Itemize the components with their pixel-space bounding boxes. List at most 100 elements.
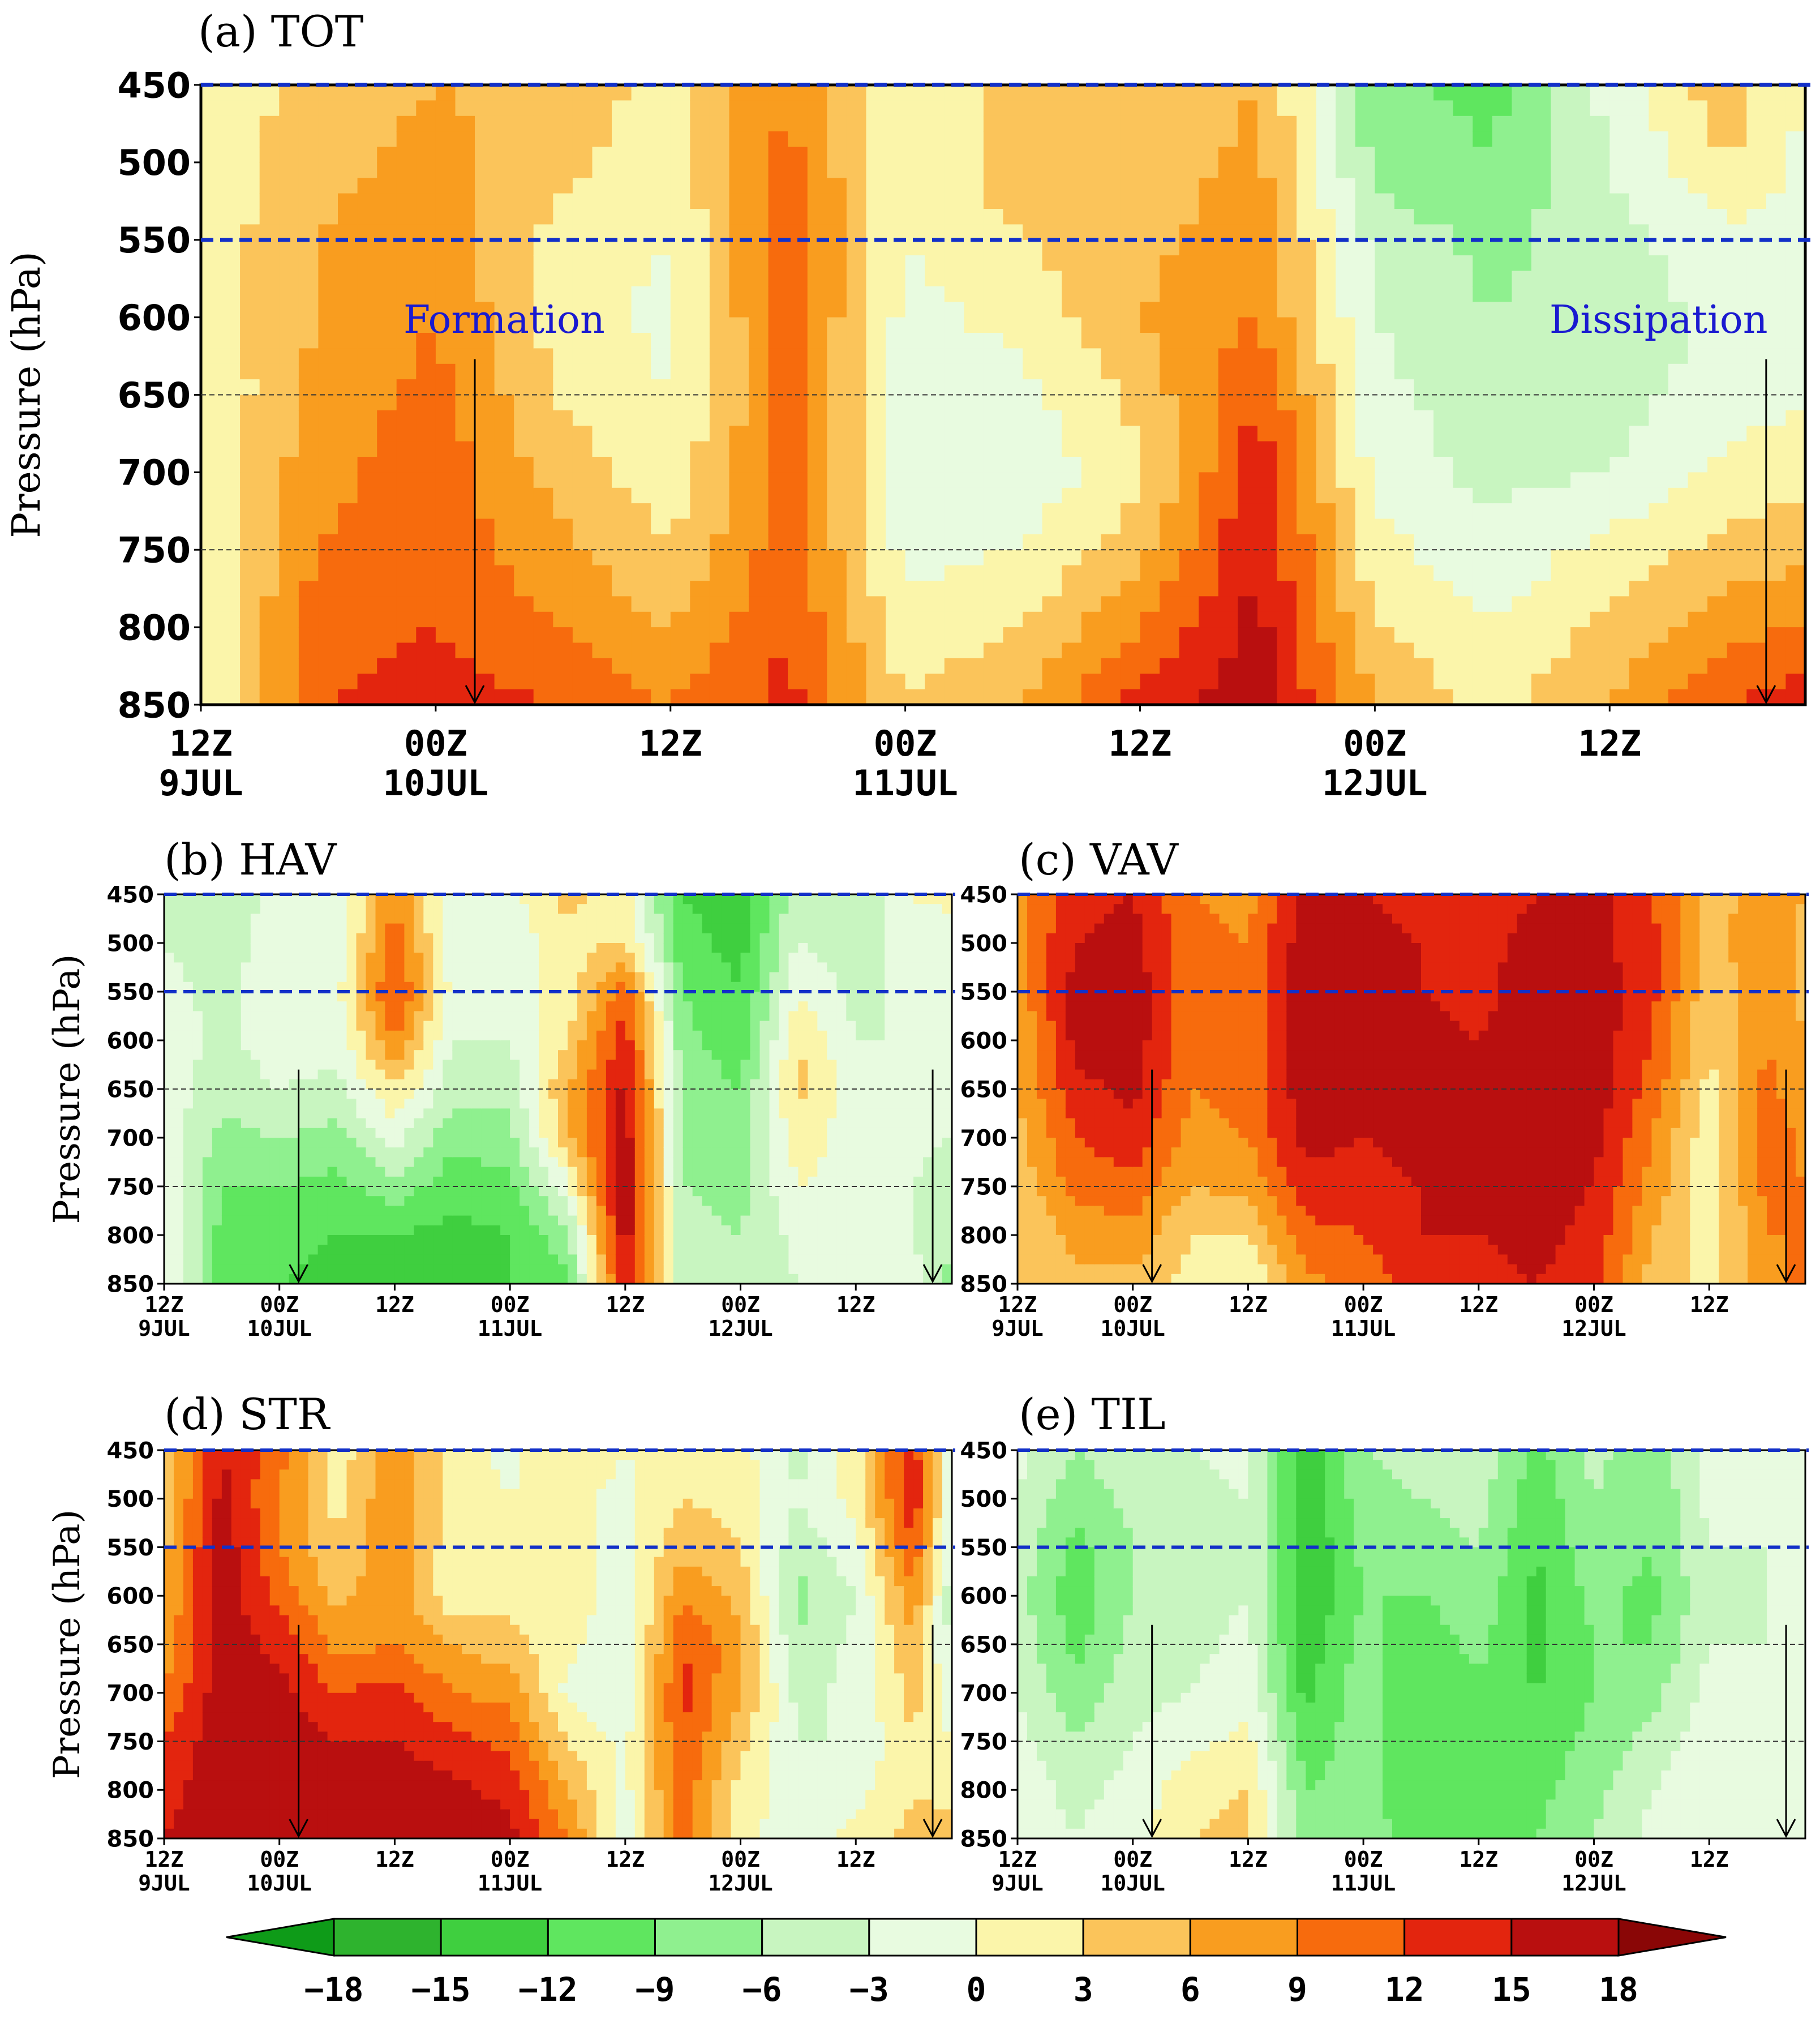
heatmap-cell	[222, 933, 232, 944]
heatmap-cell	[452, 914, 462, 924]
heatmap-cell	[866, 302, 886, 318]
heatmap-cell	[690, 364, 710, 380]
heatmap-cell	[1297, 457, 1316, 473]
heatmap-cell	[328, 1225, 338, 1236]
heatmap-cell	[529, 1138, 539, 1148]
heatmap-cell	[1336, 503, 1355, 519]
heatmap-cell	[1668, 596, 1688, 612]
heatmap-cell	[251, 962, 261, 972]
heatmap-cell	[945, 162, 964, 178]
heatmap-cell	[1707, 674, 1727, 689]
heatmap-cell	[1003, 333, 1023, 349]
heatmap-cell	[1473, 271, 1492, 287]
heatmap-cell	[366, 1235, 376, 1245]
heatmap-cell	[436, 441, 456, 457]
heatmap-cell	[1081, 534, 1101, 550]
panels: (a) TOT450500550600650700750800850Pressu…	[5, 6, 1811, 1896]
heatmap-cell	[433, 1108, 443, 1118]
heatmap-cell	[443, 1031, 453, 1041]
heatmap-cell	[299, 658, 319, 674]
heatmap-cell	[376, 1060, 386, 1070]
heatmap-cell	[299, 302, 319, 318]
heatmap-cell	[183, 1186, 194, 1197]
heatmap-cell	[164, 972, 174, 983]
heatmap-cell	[1746, 503, 1766, 519]
heatmap-cell	[1414, 596, 1434, 612]
heatmap-cell	[358, 410, 377, 426]
heatmap-cell	[423, 1021, 433, 1031]
heatmap-cell	[475, 395, 495, 411]
heatmap-cell	[1531, 519, 1551, 535]
heatmap-cell	[394, 1167, 405, 1177]
heatmap-cell	[414, 1079, 424, 1090]
heatmap-cell	[553, 116, 573, 132]
heatmap-cell	[729, 519, 749, 535]
heatmap-cell	[452, 1050, 462, 1060]
heatmap-cell	[788, 457, 808, 473]
heatmap-cell	[632, 131, 651, 147]
heatmap-cell	[1629, 255, 1649, 271]
heatmap-cell	[847, 457, 866, 473]
heatmap-cell	[462, 933, 472, 944]
heatmap-cell	[1316, 286, 1336, 302]
heatmap-cell	[905, 178, 925, 194]
heatmap-cell	[1199, 131, 1218, 147]
heatmap-cell	[539, 1089, 549, 1099]
heatmap-cell	[1590, 457, 1610, 473]
heatmap-cell	[1668, 472, 1688, 488]
heatmap-cell	[1609, 534, 1629, 550]
heatmap-cell	[394, 1274, 405, 1284]
heatmap-cell	[456, 581, 475, 597]
heatmap-cell	[357, 1060, 367, 1070]
heatmap-cell	[553, 379, 573, 395]
heatmap-cell	[394, 1021, 405, 1031]
heatmap-cell	[212, 1167, 222, 1177]
heatmap-cell	[443, 1089, 453, 1099]
heatmap-cell	[212, 933, 222, 944]
heatmap-cell	[1081, 658, 1101, 674]
heatmap-cell	[221, 85, 241, 101]
heatmap-cell	[500, 1099, 510, 1109]
heatmap-cell	[1492, 565, 1512, 581]
heatmap-cell	[651, 643, 671, 659]
heatmap-cell	[690, 426, 710, 441]
heatmap-cell	[827, 426, 847, 441]
heatmap-cell	[241, 1147, 251, 1158]
heatmap-cell	[280, 1060, 290, 1070]
heatmap-cell	[1492, 318, 1512, 333]
heatmap-cell	[416, 581, 436, 597]
heatmap-cell	[1570, 395, 1590, 411]
heatmap-cell	[1140, 627, 1160, 643]
heatmap-cell	[270, 1021, 280, 1031]
heatmap-cell	[337, 1079, 347, 1090]
heatmap-cell	[1414, 302, 1434, 318]
heatmap-cell	[1238, 612, 1257, 628]
heatmap-cell	[886, 162, 905, 178]
heatmap-cell	[1688, 255, 1708, 271]
heatmap-cell	[671, 658, 690, 674]
heatmap-cell	[1531, 441, 1551, 457]
heatmap-cell	[279, 534, 299, 550]
heatmap-cell	[1746, 596, 1766, 612]
heatmap-cell	[1160, 612, 1179, 628]
heatmap-cell	[520, 1128, 530, 1138]
heatmap-cell	[495, 581, 514, 597]
heatmap-cell	[318, 914, 328, 924]
heatmap-cell	[183, 1089, 194, 1099]
heatmap-cell	[222, 1079, 232, 1090]
heatmap-cell	[397, 410, 417, 426]
heatmap-cell	[1375, 116, 1394, 132]
heatmap-cell	[280, 943, 290, 953]
heatmap-cell	[1023, 441, 1042, 457]
heatmap-cell	[1042, 426, 1062, 441]
heatmap-cell	[866, 194, 886, 209]
heatmap-cell	[866, 457, 886, 473]
heatmap-cell	[203, 1070, 213, 1080]
heatmap-cell	[308, 1070, 319, 1080]
heatmap-cell	[1590, 379, 1610, 395]
heatmap-cell	[514, 596, 534, 612]
heatmap-cell	[945, 318, 964, 333]
heatmap-cell	[357, 953, 367, 963]
heatmap-cell	[308, 1225, 319, 1236]
heatmap-cell	[1414, 131, 1434, 147]
